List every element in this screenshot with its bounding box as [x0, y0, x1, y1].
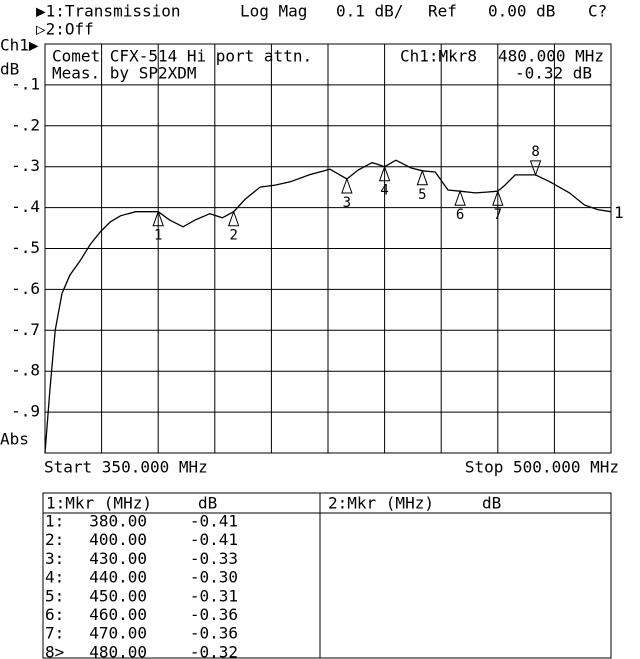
- marker-label: 1: [154, 228, 162, 244]
- marker-label: 2: [229, 228, 237, 244]
- table-prefix: 2:: [45, 530, 64, 549]
- marker: [152, 210, 164, 227]
- chart-subtitle: Meas. by SP2XDM: [52, 64, 197, 83]
- marker: [492, 189, 504, 206]
- table-header: 1:Mkr (MHz): [46, 494, 152, 513]
- active-marker: Ch1:Mkr8: [400, 47, 477, 66]
- table-value: -0.32: [190, 642, 238, 659]
- marker: [378, 165, 391, 182]
- ref-value: 0.00 dB: [488, 2, 555, 21]
- marker-label: 5: [418, 187, 426, 203]
- table-freq: 440.00: [89, 568, 147, 587]
- start-label: Start 350.000 MHz: [44, 458, 208, 477]
- trace-end-label: 1: [614, 203, 624, 222]
- table-prefix: 6:: [45, 605, 64, 624]
- table-prefix: 1:: [45, 512, 64, 531]
- marker: [529, 160, 542, 177]
- marker-label: 7: [494, 207, 502, 223]
- marker-label: 3: [343, 195, 351, 211]
- table-value: -0.33: [190, 549, 238, 568]
- table-prefix: 4:: [45, 568, 64, 587]
- table-freq: 430.00: [89, 549, 147, 568]
- table-value: -0.36: [190, 624, 238, 643]
- y-tick-label: -.9: [11, 402, 40, 421]
- table-freq: 450.00: [89, 586, 147, 605]
- stop-label: Stop 500.000 MHz: [465, 458, 619, 477]
- y-tick-label: -.8: [11, 361, 40, 380]
- y-tick-label: -.5: [11, 238, 40, 257]
- y-tick-label: -.7: [11, 320, 40, 339]
- table-value: -0.31: [190, 586, 238, 605]
- table-value: -0.30: [190, 568, 238, 587]
- format-label: Log Mag: [240, 2, 307, 21]
- table-freq: 470.00: [89, 624, 147, 643]
- table-prefix: 7:: [45, 624, 64, 643]
- table-prefix: 5:: [45, 586, 64, 605]
- marker: [454, 189, 466, 206]
- status-label: C?: [588, 2, 607, 21]
- active-marker-freq: 480.000 MHz: [498, 47, 604, 66]
- marker-table: [42, 492, 612, 659]
- marker-label: 6: [456, 207, 464, 223]
- ref-label: Ref: [428, 2, 457, 21]
- y-tick-label: -.3: [11, 156, 40, 175]
- table-header: dB: [198, 494, 217, 513]
- unit-label: dB: [0, 60, 19, 79]
- table-prefix: 8>: [45, 642, 64, 659]
- channel1-label: ▶1:Transmission: [36, 2, 181, 21]
- y-tick-label: -.2: [11, 115, 40, 134]
- table-value: -0.36: [190, 605, 238, 624]
- y-tick-label: -.4: [11, 197, 40, 216]
- channel-marker: Ch1▶: [0, 36, 39, 55]
- marker-label: 8: [531, 144, 539, 160]
- table-freq: 400.00: [89, 530, 147, 549]
- active-marker-value: -0.32 dB: [515, 64, 592, 83]
- table-value: -0.41: [190, 512, 238, 531]
- table-header: 2:Mkr (MHz): [328, 494, 434, 513]
- marker: [227, 210, 240, 227]
- marker-label: 4: [380, 183, 388, 199]
- table-prefix: 3:: [45, 549, 64, 568]
- y-tick-label: -.6: [11, 279, 40, 298]
- table-header: dB: [482, 494, 501, 513]
- scale-label: 0.1 dB/: [336, 2, 403, 21]
- trace: [44, 159, 612, 454]
- table-freq: 480.00: [89, 642, 147, 659]
- table-value: -0.41: [190, 530, 238, 549]
- y-tick-label: -.1: [11, 74, 40, 93]
- table-freq: 380.00: [89, 512, 147, 531]
- table-freq: 460.00: [89, 605, 147, 624]
- channel2-label: ▷2:Off: [36, 20, 94, 39]
- abs-label: Abs: [0, 430, 29, 449]
- marker: [416, 169, 429, 186]
- chart-title: Comet CFX-514 Hi port attn.: [52, 47, 312, 66]
- marker: [341, 177, 353, 194]
